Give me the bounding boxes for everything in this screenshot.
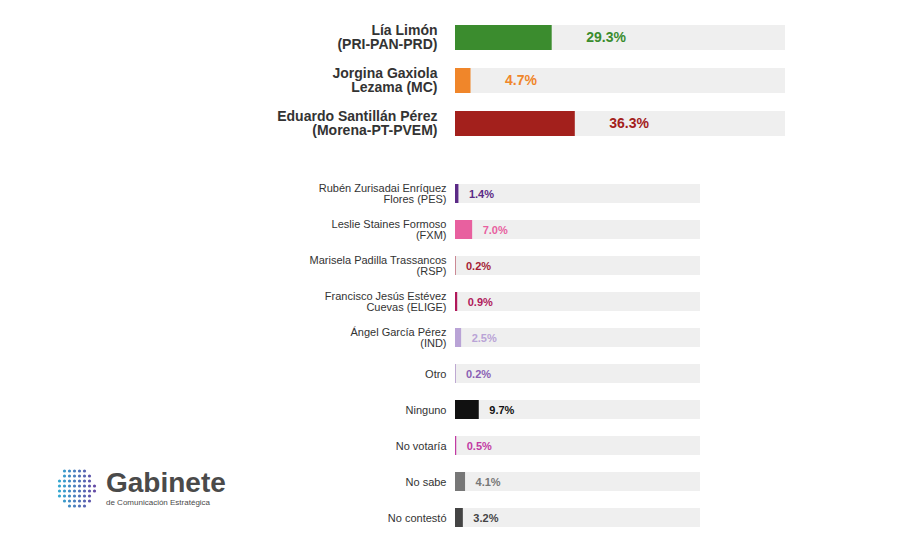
svg-text:Leslie Staines Formoso(FXM): Leslie Staines Formoso(FXM) (332, 218, 447, 241)
svg-text:Ángel García Pérez(IND): Ángel García Pérez(IND) (351, 326, 447, 349)
svg-text:7.0%: 7.0% (483, 224, 508, 236)
svg-text:0.9%: 0.9% (468, 296, 493, 308)
svg-text:Marisela Padilla Trassancos(RS: Marisela Padilla Trassancos(RSP) (310, 254, 447, 277)
svg-text:1.4%: 1.4% (469, 188, 494, 200)
svg-text:Francisco Jesús EstévezCuevas: Francisco Jesús EstévezCuevas (ELIGE) (325, 290, 447, 313)
svg-text:4.1%: 4.1% (476, 476, 501, 488)
svg-text:0.2%: 0.2% (466, 368, 491, 380)
svg-text:9.7%: 9.7% (489, 404, 514, 416)
svg-text:Rubén Zurisadai EnríquezFlores: Rubén Zurisadai EnríquezFlores (PES) (319, 182, 447, 205)
svg-text:No contestó: No contestó (388, 512, 447, 524)
html-text:de Comunicación Estratégica: de Comunicación Estratégica (106, 498, 211, 507)
svg-text:No votaría: No votaría (396, 440, 448, 452)
svg-text:29.3%: 29.3% (586, 29, 626, 45)
svg-text:Eduardo Santillán Pérez(Morena: Eduardo Santillán Pérez(Morena-PT-PVEM) (277, 108, 437, 138)
svg-text:2.5%: 2.5% (472, 332, 497, 344)
html-text:Gabinete: Gabinete (106, 467, 226, 498)
svg-text:No sabe: No sabe (406, 476, 447, 488)
svg-text:3.2%: 3.2% (473, 512, 498, 524)
svg-text:Ninguno: Ninguno (406, 404, 447, 416)
svg-text:36.3%: 36.3% (609, 115, 649, 131)
svg-text:4.7%: 4.7% (505, 72, 537, 88)
svg-text:Lía Limón(PRI-PAN-PRD): Lía Limón(PRI-PAN-PRD) (337, 22, 437, 52)
svg-text:0.5%: 0.5% (467, 440, 492, 452)
svg-text:0.2%: 0.2% (466, 260, 491, 272)
svg-text:Otro: Otro (425, 368, 446, 380)
svg-text:Jorgina GaxiolaLezama (MC): Jorgina GaxiolaLezama (MC) (332, 65, 437, 95)
